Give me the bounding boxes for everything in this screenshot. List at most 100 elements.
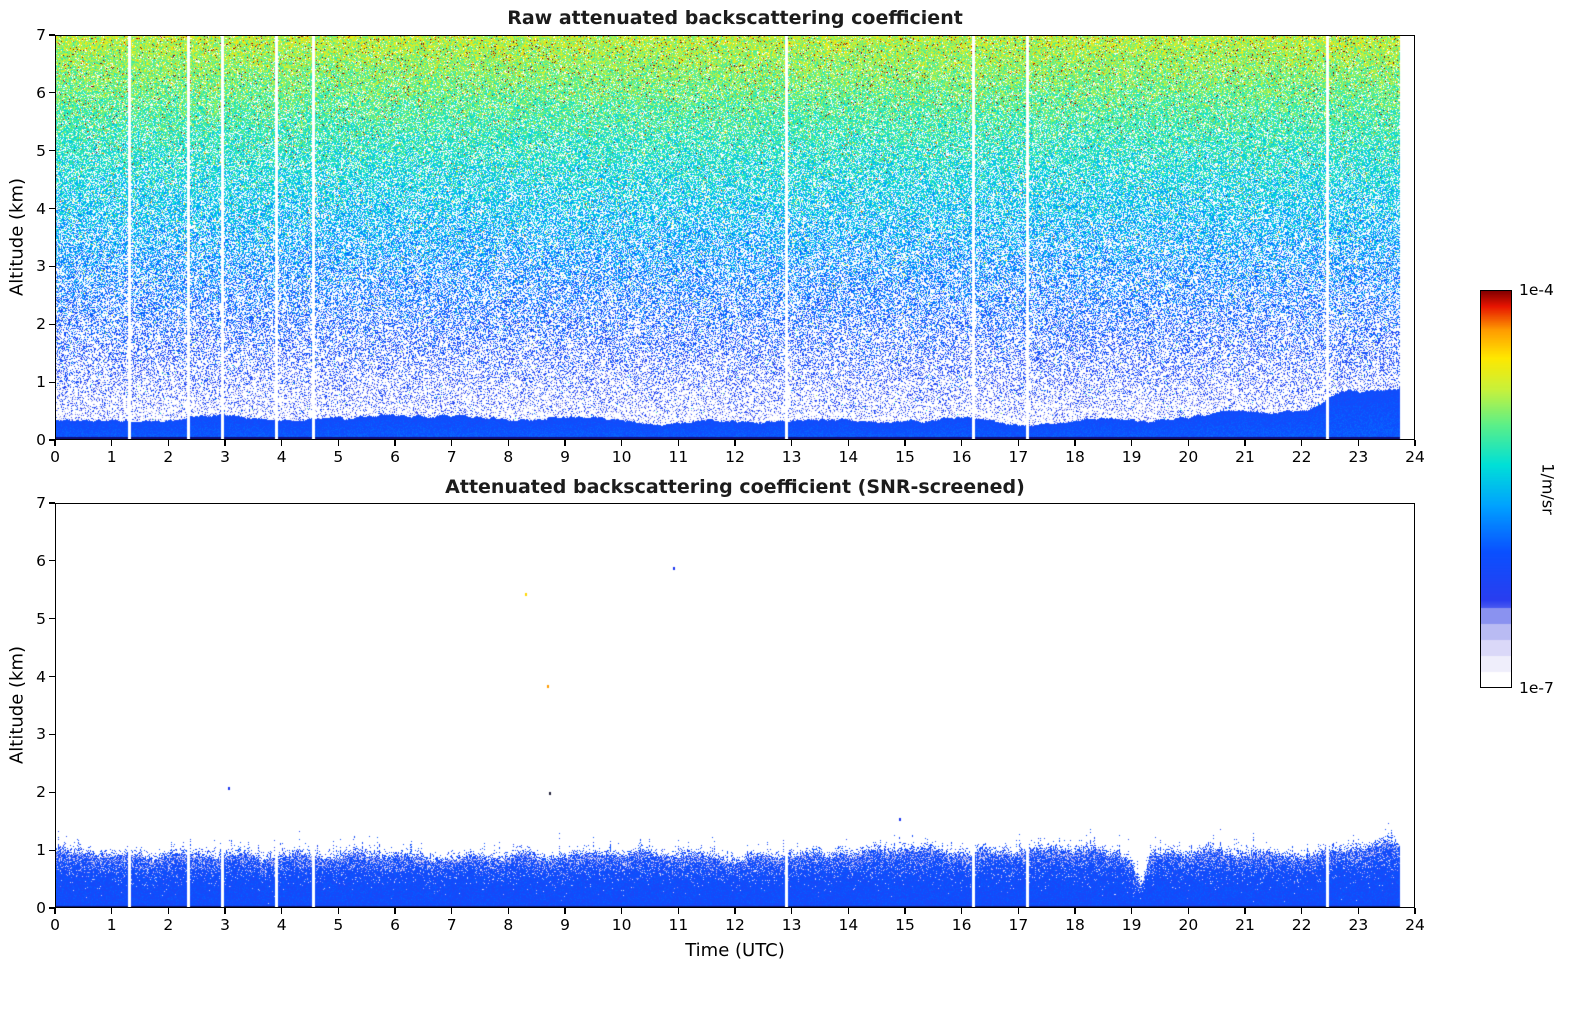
x-tick-mark [1017,440,1019,446]
x-tick-label: 11 [668,916,689,934]
x-tick-label: 24 [1405,916,1425,934]
x-tick-label: 12 [725,448,745,466]
x-tick-mark [1187,440,1189,446]
x-tick-mark [621,908,623,914]
x-tick-mark [621,440,623,446]
y-tick-mark [49,675,55,678]
x-tick-mark [394,908,396,914]
y-tick-mark [49,907,55,909]
x-tick-label: 24 [1405,448,1425,466]
x-tick-label: 11 [668,448,689,466]
x-tick-label: 15 [895,448,915,466]
bottom-panel-title: Attenuated backscattering coefficient (S… [445,476,1025,498]
x-tick-mark [1074,440,1076,446]
x-tick-label: 8 [503,916,514,934]
x-tick-mark [1131,440,1133,446]
y-tick-mark [49,849,55,851]
x-tick-label: 5 [333,916,344,934]
x-tick-label: 2 [163,916,174,934]
x-tick-label: 9 [560,448,570,466]
x-tick-mark [961,908,963,914]
x-tick-mark [791,440,793,446]
x-tick-label: 3 [220,448,230,466]
y-tick-label: 4 [36,667,46,686]
x-tick-mark [847,908,849,914]
x-tick-mark [224,440,226,446]
x-tick-label: 14 [838,448,859,466]
x-tick-mark [167,440,169,446]
x-tick-mark [167,908,169,914]
x-tick-mark [337,908,339,914]
x-tick-mark [564,440,566,446]
x-tick-label: 13 [781,448,802,466]
top-panel-title: Raw attenuated backscattering coefficien… [507,7,963,29]
x-axis-label: Time (UTC) [685,940,785,961]
x-tick-label: 9 [560,916,570,934]
x-tick-label: 1 [106,916,117,934]
x-tick-mark [1074,908,1076,914]
x-tick-label: 8 [503,448,514,466]
x-tick-label: 0 [50,448,60,466]
x-tick-label: 16 [951,448,972,466]
x-tick-mark [451,908,453,914]
x-tick-mark [961,440,963,446]
x-tick-label: 19 [1121,448,1142,466]
x-tick-label: 12 [725,916,745,934]
x-tick-label: 15 [895,916,915,934]
x-tick-mark [734,440,736,446]
x-tick-label: 17 [1008,916,1029,934]
y-tick-label: 4 [36,199,46,218]
x-tick-mark [1414,908,1416,914]
x-tick-mark [54,908,56,914]
y-tick-label: 2 [36,783,46,802]
x-tick-mark [111,908,113,914]
x-tick-label: 5 [333,448,344,466]
x-tick-mark [1357,908,1359,914]
x-tick-label: 22 [1291,448,1312,466]
x-tick-mark [904,440,906,446]
x-tick-mark [791,908,793,914]
x-tick-label: 4 [276,916,287,934]
y-tick-label: 0 [36,431,46,449]
x-tick-mark [1017,908,1019,914]
x-tick-label: 7 [446,448,457,466]
y-tick-label: 5 [36,141,46,160]
x-tick-mark [507,440,509,446]
x-tick-mark [1357,440,1359,446]
x-tick-label: 6 [390,916,400,934]
x-tick-mark [507,908,509,914]
x-tick-mark [451,440,453,446]
x-tick-label: 3 [220,916,230,934]
x-tick-mark [394,440,396,446]
x-tick-label: 17 [1008,448,1029,466]
x-tick-label: 14 [838,916,859,934]
x-tick-label: 7 [446,916,457,934]
x-tick-label: 4 [276,448,287,466]
x-tick-label: 13 [781,916,802,934]
x-tick-mark [677,440,679,446]
top-y-axis-label: Altitude (km) [6,177,28,297]
x-tick-label: 0 [50,916,60,934]
y-tick-label: 1 [36,373,46,392]
colorbar-units-label: 1/m/sr [1538,463,1558,515]
x-tick-label: 20 [1178,916,1199,934]
raw-backscatter-heatmap [55,35,1415,440]
y-tick-mark [49,265,55,268]
y-tick-mark [49,439,55,441]
x-tick-label: 23 [1348,916,1369,934]
x-tick-mark [111,440,113,446]
x-tick-label: 10 [611,916,632,934]
x-tick-mark [281,440,283,446]
screened-backscatter-heatmap [55,503,1415,908]
bottom-y-axis-label: Altitude (km) [6,645,28,765]
x-tick-mark [1244,908,1246,914]
x-tick-label: 18 [1065,448,1085,466]
x-tick-mark [677,908,679,914]
x-tick-label: 21 [1235,448,1255,466]
y-tick-mark [49,560,55,562]
x-tick-label: 18 [1065,916,1085,934]
colorbar [1480,290,1512,688]
x-tick-mark [564,908,566,914]
y-tick-mark [49,381,55,383]
y-tick-label: 7 [36,494,46,512]
